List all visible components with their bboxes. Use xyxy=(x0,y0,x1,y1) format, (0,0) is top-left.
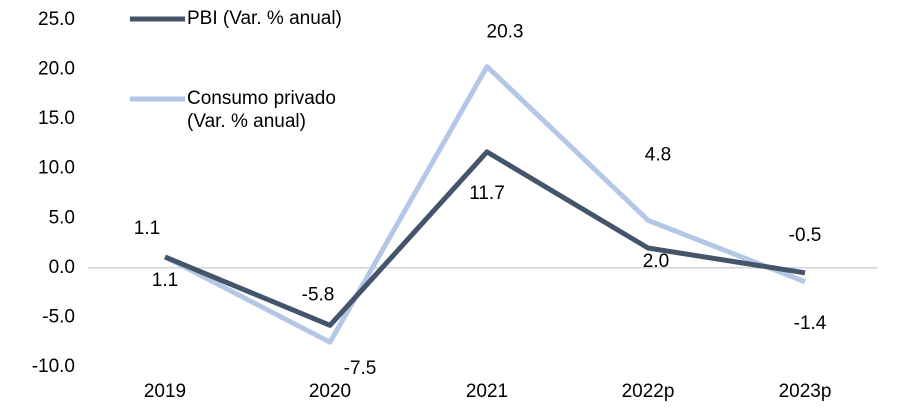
y-tick-label: 20.0 xyxy=(38,59,75,80)
series-line xyxy=(164,149,806,328)
y-tick-label: 0.0 xyxy=(49,257,75,278)
data-label: 20.3 xyxy=(487,22,524,43)
data-label: 2.0 xyxy=(643,251,669,272)
data-label: -0.5 xyxy=(789,225,822,246)
legend-label: Consumo privado (Var. % anual) xyxy=(187,88,336,132)
data-label: 1.1 xyxy=(134,218,160,239)
data-label: 4.8 xyxy=(645,144,671,165)
data-label: -7.5 xyxy=(344,358,377,379)
x-tick-label: 2020 xyxy=(309,381,351,402)
legend-label: PBI (Var. % anual) xyxy=(187,8,342,29)
x-tick-label: 2022p xyxy=(622,381,675,402)
series-line xyxy=(163,64,806,345)
x-tick-label: 2019 xyxy=(144,381,186,402)
y-tick-label: 5.0 xyxy=(49,207,75,228)
data-label: -5.8 xyxy=(302,284,335,305)
data-label: 11.7 xyxy=(469,183,505,204)
data-label: 1.1 xyxy=(152,270,178,291)
y-tick-label: -10.0 xyxy=(32,356,75,377)
y-tick-label: -5.0 xyxy=(42,306,75,327)
y-tick-label: 15.0 xyxy=(38,108,75,129)
data-label: -1.4 xyxy=(794,313,827,334)
y-tick-label: 25.0 xyxy=(38,9,75,30)
x-tick-label: 2021 xyxy=(466,381,508,402)
y-tick-label: 10.0 xyxy=(38,158,75,179)
x-tick-label: 2023p xyxy=(779,381,832,402)
